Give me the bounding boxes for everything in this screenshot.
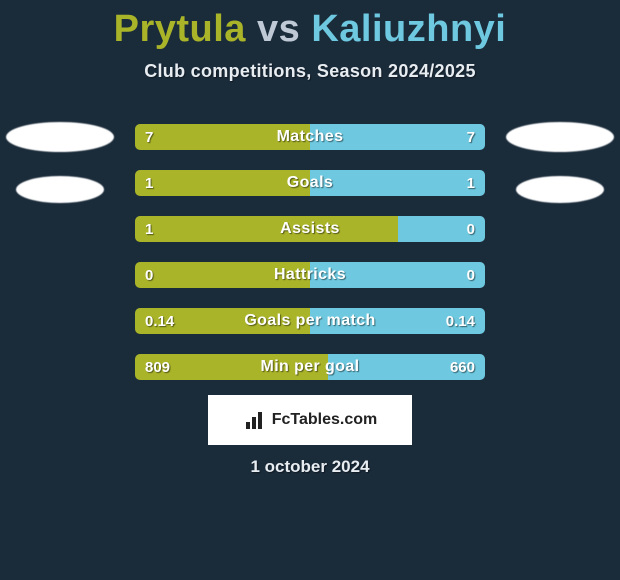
stat-row: 11Goals — [135, 170, 485, 196]
bar-left-fill — [135, 262, 310, 288]
placeholder-avatar-right-2 — [516, 176, 604, 203]
bar-left-fill — [135, 170, 310, 196]
stat-row: 10Assists — [135, 216, 485, 242]
stat-row: 77Matches — [135, 124, 485, 150]
placeholder-avatar-right-1 — [506, 122, 614, 152]
subtitle: Club competitions, Season 2024/2025 — [0, 61, 620, 82]
stat-row: 00Hattricks — [135, 262, 485, 288]
placeholder-avatar-left-1 — [6, 122, 114, 152]
placeholder-avatar-left-2 — [16, 176, 104, 203]
bar-left-fill — [135, 216, 398, 242]
bar-right-fill — [310, 170, 485, 196]
bar-left-fill — [135, 354, 328, 380]
bar-right-fill — [310, 308, 485, 334]
bar-left-fill — [135, 308, 310, 334]
page-title: Prytula vs Kaliuzhnyi — [0, 0, 620, 51]
date-label: 1 october 2024 — [0, 457, 620, 477]
vs-label: vs — [257, 8, 300, 50]
bar-right-fill — [328, 354, 486, 380]
player1-name: Prytula — [114, 8, 246, 50]
stat-row: 809660Min per goal — [135, 354, 485, 380]
badge-text: FcTables.com — [272, 411, 378, 429]
bar-chart-icon — [243, 408, 267, 432]
bar-right-fill — [398, 216, 486, 242]
comparison-bars: 77Matches 11Goals 10Assists 00Hattricks 0.14… — [135, 124, 485, 380]
fctables-badge[interactable]: FcTables.com — [208, 395, 412, 445]
player2-name: Kaliuzhnyi — [311, 8, 506, 50]
bar-left-fill — [135, 124, 310, 150]
stat-row: 0.140.14Goals per match — [135, 308, 485, 334]
bar-right-fill — [310, 262, 485, 288]
bar-right-fill — [310, 124, 485, 150]
